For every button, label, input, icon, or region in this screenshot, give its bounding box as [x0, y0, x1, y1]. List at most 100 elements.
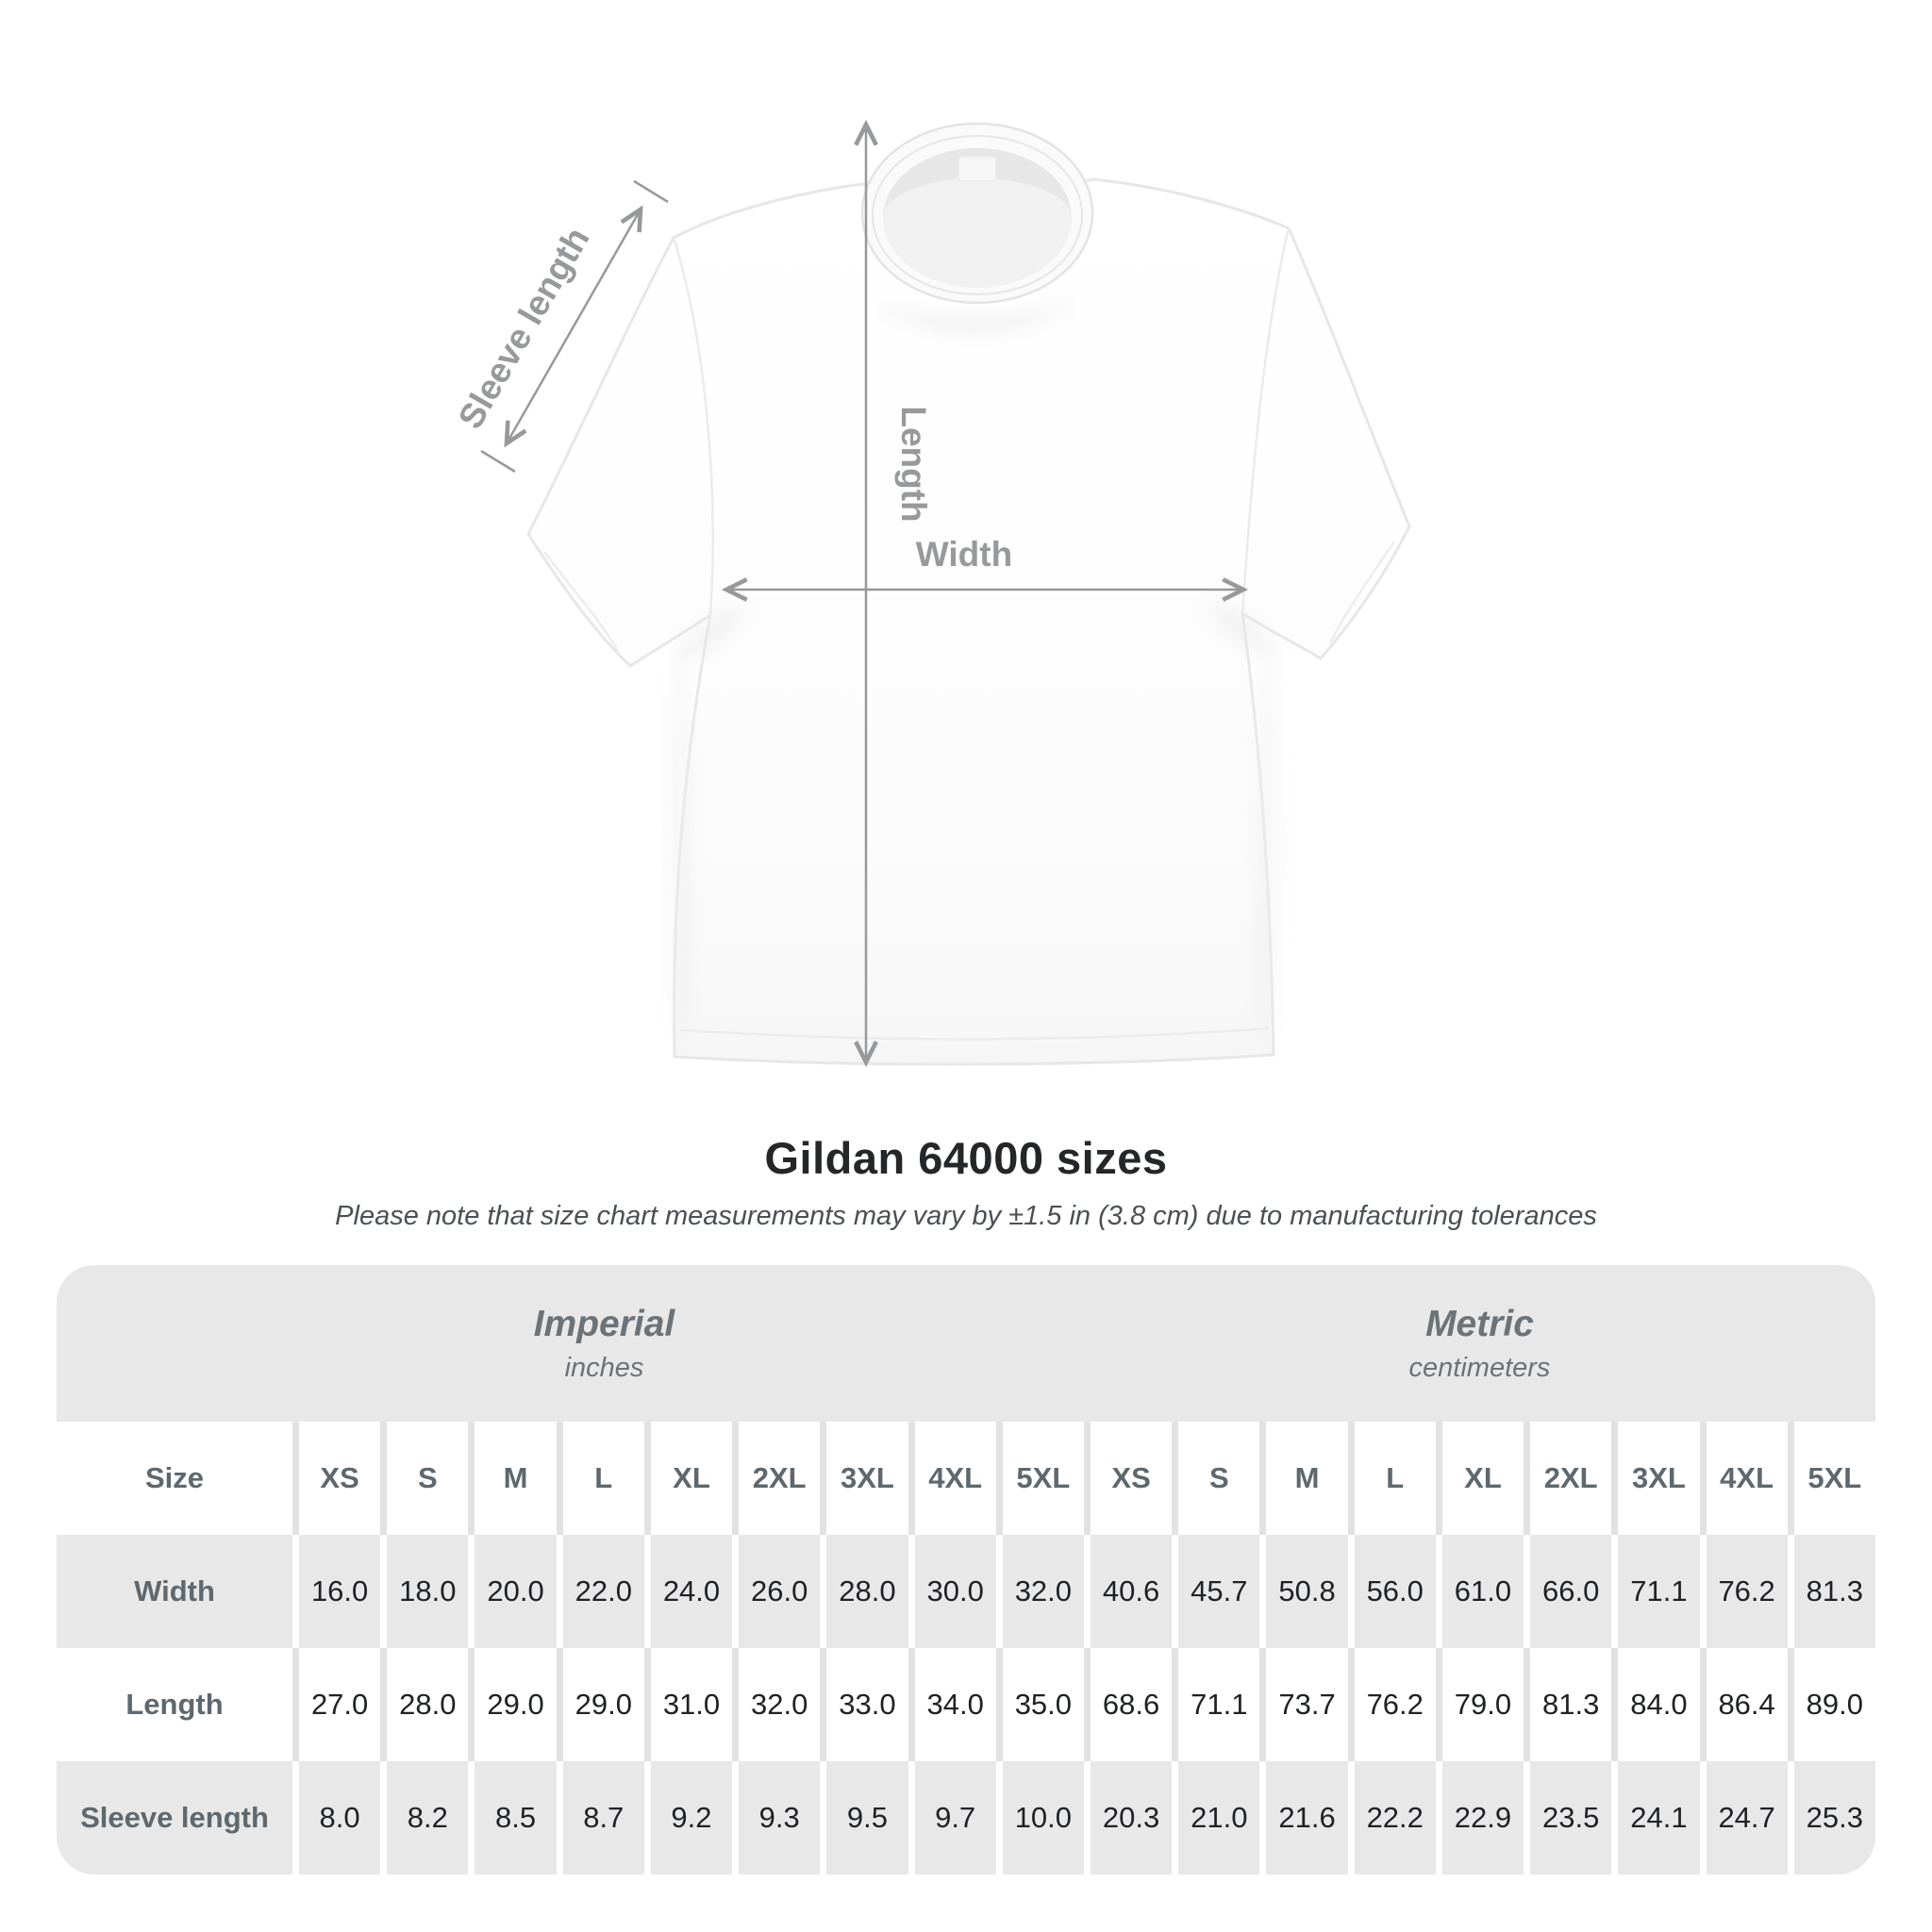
table-cell: 34.0 — [914, 1648, 996, 1761]
sleeve-dimension-tick-bottom — [480, 449, 516, 474]
table-cell: 33.0 — [826, 1648, 908, 1761]
size-column-header: L — [1354, 1422, 1436, 1535]
size-column-header: XS — [299, 1422, 381, 1535]
table-cell: 66.0 — [1530, 1535, 1612, 1648]
table-cell: 56.0 — [1354, 1535, 1436, 1648]
table-row: Length 27.0 28.0 29.0 29.0 31.0 32.0 33.0 34.0 35… — [57, 1648, 1875, 1761]
dimension-lines — [480, 119, 1249, 1068]
table-cell: 68.6 — [1090, 1648, 1173, 1761]
size-column-header: 3XL — [1618, 1422, 1700, 1535]
size-column-header: 2XL — [1530, 1422, 1612, 1535]
size-column-header: 4XL — [1706, 1422, 1788, 1535]
size-column-header: 2XL — [739, 1422, 821, 1535]
table-cell: 20.0 — [475, 1535, 557, 1648]
table-cell: 24.7 — [1706, 1761, 1788, 1874]
tshirt-diagram: Sleeve length Length Width — [451, 119, 1411, 1068]
size-column-header: XS — [1090, 1422, 1173, 1535]
row-label-cell: Length — [57, 1648, 292, 1761]
table-cell: 23.5 — [1530, 1761, 1612, 1874]
table-cell: 18.0 — [387, 1535, 469, 1648]
size-column-header: M — [1266, 1422, 1348, 1535]
table-cell: 71.1 — [1178, 1648, 1260, 1761]
table-cell: 9.5 — [826, 1761, 908, 1874]
size-column-header: 4XL — [914, 1422, 996, 1535]
metric-label: Metric — [1425, 1303, 1534, 1344]
table-cell: 29.0 — [562, 1648, 644, 1761]
length-label: Length — [894, 406, 933, 522]
unit-group-metric: Metric centimeters — [1084, 1265, 1875, 1422]
sleeve-dimension-line — [504, 205, 643, 448]
page-subtitle: Please note that size chart measurements… — [335, 1201, 1597, 1231]
size-column-header: S — [387, 1422, 469, 1535]
table-cell: 28.0 — [387, 1648, 469, 1761]
table-cell: 61.0 — [1441, 1535, 1524, 1648]
table-cell: 73.7 — [1266, 1648, 1348, 1761]
size-table-rows: Size XS S M L XL 2XL 3XL 4XL 5XL XS S M L XL 2XL 3XL 4XL 5… — [57, 1422, 1875, 1874]
table-cell: 10.0 — [1002, 1761, 1084, 1874]
size-column-header: XL — [650, 1422, 733, 1535]
table-cell: 24.0 — [650, 1535, 733, 1648]
table-cell: 28.0 — [826, 1535, 908, 1648]
table-cell: 81.3 — [1793, 1535, 1875, 1648]
table-cell: 35.0 — [1002, 1648, 1084, 1761]
width-label: Width — [916, 535, 1012, 574]
table-cell: 32.0 — [739, 1648, 821, 1761]
table-cell: 76.2 — [1706, 1535, 1788, 1648]
size-column-header: L — [562, 1422, 644, 1535]
tshirt-illustration — [526, 122, 1411, 1066]
table-cell: 8.0 — [299, 1761, 381, 1874]
imperial-label: Imperial — [533, 1303, 675, 1344]
page-title: Gildan 64000 sizes — [764, 1133, 1168, 1183]
size-column-header: 5XL — [1002, 1422, 1084, 1535]
size-column-header: XL — [1441, 1422, 1524, 1535]
size-column-header: S — [1178, 1422, 1260, 1535]
table-cell: 79.0 — [1441, 1648, 1524, 1761]
table-cell: 21.6 — [1266, 1761, 1348, 1874]
table-cell: 40.6 — [1090, 1535, 1173, 1648]
table-row-sizes: Size XS S M L XL 2XL 3XL 4XL 5XL XS S M L XL 2XL 3XL 4XL 5… — [57, 1422, 1875, 1535]
table-cell: 32.0 — [1002, 1535, 1084, 1648]
table-cell: 89.0 — [1793, 1648, 1875, 1761]
unit-header: Imperial inches Metric centimeters — [57, 1265, 1875, 1422]
table-cell: 22.0 — [562, 1535, 644, 1648]
table-cell: 86.4 — [1706, 1648, 1788, 1761]
table-cell: 16.0 — [299, 1535, 381, 1648]
table-cell: 45.7 — [1178, 1535, 1260, 1648]
table-cell: 22.9 — [1441, 1761, 1524, 1874]
table-cell: 26.0 — [739, 1535, 821, 1648]
table-cell: 22.2 — [1354, 1761, 1436, 1874]
table-cell: 8.7 — [562, 1761, 644, 1874]
table-cell: 24.1 — [1618, 1761, 1700, 1874]
table-cell: 8.5 — [475, 1761, 557, 1874]
table-cell: 8.2 — [387, 1761, 469, 1874]
imperial-unit: inches — [564, 1352, 644, 1383]
table-cell: 21.0 — [1178, 1761, 1260, 1874]
table-cell: 50.8 — [1266, 1535, 1348, 1648]
size-column-header: 3XL — [826, 1422, 908, 1535]
metric-unit: centimeters — [1408, 1352, 1551, 1383]
table-cell: 31.0 — [650, 1648, 733, 1761]
table-cell: 9.2 — [650, 1761, 733, 1874]
table-row: Sleeve length 8.0 8.2 8.5 8.7 9.2 9.3 9.5 9.7 10.… — [57, 1761, 1875, 1874]
table-row: Width 16.0 18.0 20.0 22.0 24.0 26.0 28.0 30.0 32.… — [57, 1535, 1875, 1648]
table-cell: 71.1 — [1618, 1535, 1700, 1648]
sleeve-dimension-tick-top — [633, 179, 669, 204]
table-cell: 20.3 — [1090, 1761, 1173, 1874]
size-column-header: M — [475, 1422, 557, 1535]
row-label-cell: Sleeve length — [57, 1761, 292, 1874]
size-column-header: 5XL — [1793, 1422, 1875, 1535]
table-cell: 25.3 — [1793, 1761, 1875, 1874]
size-table: Imperial inches Metric centimeters Size X… — [57, 1265, 1875, 1874]
row-label-cell: Width — [57, 1535, 292, 1648]
sleeve-length-label: Sleeve length — [451, 221, 597, 435]
unit-group-imperial: Imperial inches — [57, 1265, 1084, 1422]
table-cell: 81.3 — [1530, 1648, 1612, 1761]
table-cell: 29.0 — [475, 1648, 557, 1761]
table-cell: 9.7 — [914, 1761, 996, 1874]
table-cell: 9.3 — [739, 1761, 821, 1874]
table-cell: 27.0 — [299, 1648, 381, 1761]
table-cell: 76.2 — [1354, 1648, 1436, 1761]
table-cell: 84.0 — [1618, 1648, 1700, 1761]
table-cell: 30.0 — [914, 1535, 996, 1648]
